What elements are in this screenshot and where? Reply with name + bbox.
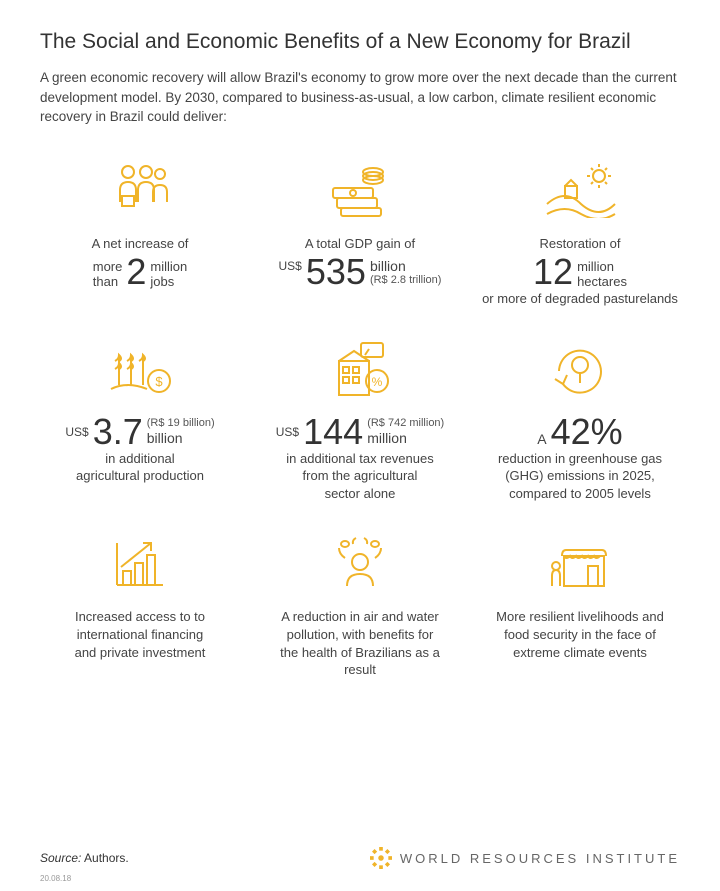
restoration-number: 12 bbox=[533, 254, 573, 290]
money-stack-icon bbox=[325, 157, 395, 225]
ghg-number: 42% bbox=[551, 414, 623, 450]
sun-field-icon bbox=[543, 157, 617, 225]
gdp-line-top: A total GDP gain of bbox=[279, 235, 442, 253]
pollution-desc: A reduction in air and water pollution, … bbox=[280, 608, 440, 678]
cell-restoration: Restoration of 12 million hectares or mo… bbox=[480, 157, 680, 308]
financing-desc: Increased access to to international fin… bbox=[65, 608, 215, 661]
resilience-desc: More resilient livelihoods and food secu… bbox=[495, 608, 665, 661]
source-text: Source: Authors. bbox=[40, 851, 129, 865]
storefront-icon bbox=[548, 530, 612, 598]
page-title: The Social and Economic Benefits of a Ne… bbox=[40, 30, 680, 54]
gdp-number: 535 bbox=[306, 254, 366, 290]
ghg-desc: reduction in greenhouse gas (GHG) emissi… bbox=[495, 450, 665, 503]
tax-number: 144 bbox=[303, 414, 363, 450]
restoration-top: Restoration of bbox=[482, 235, 678, 253]
ag-desc: in additional agricultural production bbox=[75, 450, 205, 485]
gdp-unit: billion bbox=[370, 258, 406, 274]
svg-text:%: % bbox=[372, 375, 383, 389]
jobs-more: more bbox=[93, 260, 123, 275]
people-icon bbox=[108, 157, 172, 225]
ag-prefix: US$ bbox=[65, 424, 88, 440]
ag-unit: billion bbox=[147, 430, 183, 446]
source-value: Authors. bbox=[84, 851, 129, 865]
ghg-prefix: A bbox=[537, 430, 546, 449]
chart-up-icon bbox=[111, 530, 169, 598]
jobs-than: than bbox=[93, 275, 118, 290]
cell-pollution: A reduction in air and water pollution, … bbox=[260, 530, 460, 678]
restoration-hectares: hectares bbox=[577, 275, 627, 290]
wri-mark-icon bbox=[370, 847, 392, 869]
wri-logo-block: WORLD RESOURCES INSTITUTE bbox=[370, 847, 680, 869]
ag-paren: (R$ 19 billion) bbox=[147, 417, 215, 430]
jobs-jobs: jobs bbox=[150, 275, 174, 290]
gdp-paren: (R$ 2.8 trillion) bbox=[370, 274, 442, 287]
tax-paren: (R$ 742 million) bbox=[367, 417, 444, 430]
cell-tax: % US$ 144 (R$ 742 million) million in ad… bbox=[260, 336, 460, 503]
cell-resilience: More resilient livelihoods and food secu… bbox=[480, 530, 680, 678]
ag-number: 3.7 bbox=[93, 414, 143, 450]
tax-desc: in additional tax revenues from the agri… bbox=[285, 450, 435, 503]
cell-financing: Increased access to to international fin… bbox=[40, 530, 240, 678]
restoration-million: million bbox=[577, 260, 614, 275]
intro-text: A green economic recovery will allow Bra… bbox=[40, 68, 680, 127]
wri-name: WORLD RESOURCES INSTITUTE bbox=[400, 851, 680, 866]
cell-ghg: A 42% reduction in greenhouse gas (GHG) … bbox=[480, 336, 680, 503]
restoration-bottom: or more of degraded pasturelands bbox=[482, 290, 678, 308]
health-person-icon bbox=[331, 530, 389, 598]
gdp-prefix: US$ bbox=[279, 258, 302, 274]
jobs-number: 2 bbox=[126, 254, 146, 290]
footer-row: Source: Authors. WORLD RESOURCES INSTITU… bbox=[40, 847, 680, 869]
tax-prefix: US$ bbox=[276, 424, 299, 440]
tax-unit: million bbox=[367, 430, 407, 446]
jobs-million: million bbox=[150, 260, 187, 275]
wheat-coin-icon: $ bbox=[105, 336, 175, 404]
footnote-id: 20.08.18 bbox=[40, 874, 71, 883]
infographic-grid: A net increase of more than 2 million jo… bbox=[40, 157, 680, 679]
cell-ag-production: $ US$ 3.7 (R$ 19 billion) billion in add… bbox=[40, 336, 240, 503]
cell-jobs: A net increase of more than 2 million jo… bbox=[40, 157, 240, 308]
svg-text:$: $ bbox=[155, 374, 163, 389]
jobs-line-top: A net increase of bbox=[92, 235, 189, 253]
building-tax-icon: % bbox=[327, 336, 393, 404]
cycle-tree-icon bbox=[549, 336, 611, 404]
source-label: Source: bbox=[40, 851, 81, 865]
cell-gdp: A total GDP gain of US$ 535 billion (R$ … bbox=[260, 157, 460, 308]
